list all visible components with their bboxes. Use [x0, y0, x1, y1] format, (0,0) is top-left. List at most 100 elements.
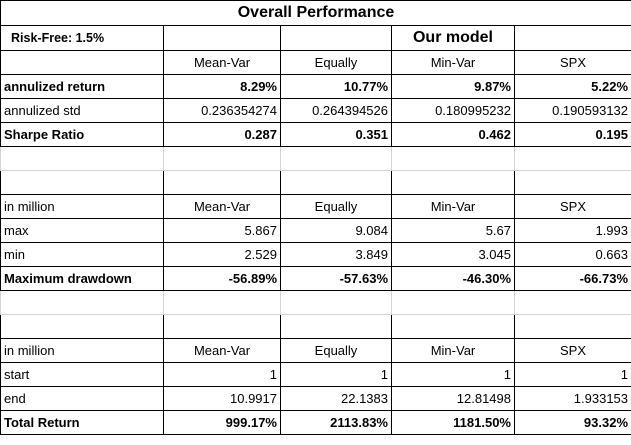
value-cell[interactable]: 9.084 — [280, 218, 392, 243]
value-cell[interactable]: 8.29% — [163, 74, 281, 99]
column-header-spx[interactable]: SPX — [513, 338, 631, 363]
value-cell[interactable]: 1 — [513, 362, 631, 387]
row-label[interactable]: max — [0, 218, 164, 243]
table-row: Maximum drawdown -56.89% -57.63% -46.30%… — [0, 266, 631, 291]
value-cell[interactable]: 22.1383 — [280, 386, 392, 411]
value-cell[interactable]: 1 — [163, 362, 281, 387]
value-cell[interactable]: 12.81498 — [391, 386, 515, 411]
row-label[interactable]: min — [0, 242, 164, 267]
value-cell[interactable]: 3.849 — [280, 242, 392, 267]
value-cell[interactable]: 93.32% — [513, 410, 631, 435]
value-cell[interactable]: 1.993 — [513, 218, 631, 243]
empty-cell[interactable] — [280, 314, 392, 339]
row-label[interactable]: start — [0, 362, 164, 387]
empty-cell[interactable] — [163, 290, 281, 315]
value-cell[interactable]: 2113.83% — [280, 410, 392, 435]
table-row: min 2.529 3.849 3.045 0.663 — [0, 242, 631, 267]
row-label[interactable]: Total Return — [0, 410, 164, 435]
table-row: Total Return 999.17% 2113.83% 1181.50% 9… — [0, 410, 631, 435]
value-cell[interactable]: 2.529 — [163, 242, 281, 267]
row-label[interactable]: end — [0, 386, 164, 411]
unit-label[interactable]: in million — [0, 338, 164, 363]
empty-cell[interactable] — [163, 314, 281, 339]
value-cell[interactable]: -66.73% — [513, 266, 631, 291]
column-header-spx[interactable]: SPX — [513, 50, 631, 75]
value-cell[interactable]: 10.77% — [280, 74, 392, 99]
empty-cell[interactable] — [391, 146, 515, 171]
blank-row — [0, 314, 631, 339]
value-cell[interactable]: 3.045 — [391, 242, 515, 267]
row-label[interactable]: Sharpe Ratio — [0, 122, 164, 147]
column-header-equally[interactable]: Equally — [280, 338, 392, 363]
value-cell[interactable]: 0.287 — [163, 122, 281, 147]
value-cell[interactable]: 1.933153 — [513, 386, 631, 411]
table-row: start 1 1 1 1 — [0, 362, 631, 387]
row-label[interactable]: annulized return — [0, 74, 164, 99]
value-cell[interactable]: 0.663 — [513, 242, 631, 267]
value-cell[interactable]: 1 — [391, 362, 515, 387]
column-header-equally[interactable]: Equally — [280, 194, 392, 219]
empty-cell[interactable] — [280, 170, 392, 195]
empty-cell[interactable] — [513, 290, 631, 315]
value-cell[interactable]: 0.195 — [513, 122, 631, 147]
risk-free-cell[interactable]: Risk-Free: 1.5% — [0, 25, 164, 51]
table-row: end 10.9917 22.1383 12.81498 1.933153 — [0, 386, 631, 411]
blank-row — [0, 290, 631, 315]
value-cell[interactable]: 0.236354274 — [163, 98, 281, 123]
empty-cell[interactable] — [513, 170, 631, 195]
value-cell[interactable]: 0.264394526 — [280, 98, 392, 123]
column-header-mean-var[interactable]: Mean-Var — [163, 338, 281, 363]
value-cell[interactable]: 9.87% — [391, 74, 515, 99]
value-cell[interactable]: 5.67 — [391, 218, 515, 243]
column-header-row: Mean-Var Equally Min-Var SPX — [0, 50, 631, 75]
empty-cell[interactable] — [0, 146, 164, 171]
value-cell[interactable]: 10.9917 — [163, 386, 281, 411]
value-cell[interactable]: -57.63% — [280, 266, 392, 291]
row-label[interactable]: Maximum drawdown — [0, 266, 164, 291]
our-model-cell[interactable]: Our model — [391, 25, 515, 51]
subtitle-row: Risk-Free: 1.5% Our model — [0, 25, 631, 51]
empty-cell[interactable] — [513, 314, 631, 339]
value-cell[interactable]: -46.30% — [391, 266, 515, 291]
value-cell[interactable]: 0.462 — [391, 122, 515, 147]
column-header-mean-var[interactable]: Mean-Var — [163, 50, 281, 75]
value-cell[interactable]: 1 — [280, 362, 392, 387]
column-header-min-var[interactable]: Min-Var — [391, 50, 515, 75]
empty-cell[interactable] — [391, 314, 515, 339]
value-cell[interactable]: 5.867 — [163, 218, 281, 243]
table-row: annulized return 8.29% 10.77% 9.87% 5.22… — [0, 74, 631, 99]
empty-cell[interactable] — [0, 314, 164, 339]
value-cell[interactable]: 5.22% — [513, 74, 631, 99]
column-header-mean-var[interactable]: Mean-Var — [163, 194, 281, 219]
row-label[interactable]: annulized std — [0, 98, 164, 123]
empty-cell[interactable] — [280, 25, 392, 51]
empty-cell[interactable] — [0, 50, 164, 75]
column-header-min-var[interactable]: Min-Var — [391, 194, 515, 219]
value-cell[interactable]: 999.17% — [163, 410, 281, 435]
empty-cell[interactable] — [0, 170, 164, 195]
sheet-title[interactable]: Overall Performance — [0, 0, 631, 26]
value-cell[interactable]: 0.351 — [280, 122, 392, 147]
empty-cell[interactable] — [280, 146, 392, 171]
value-cell[interactable]: 0.190593132 — [513, 98, 631, 123]
empty-cell[interactable] — [391, 290, 515, 315]
empty-cell[interactable] — [163, 25, 281, 51]
value-cell[interactable]: -56.89% — [163, 266, 281, 291]
empty-cell[interactable] — [391, 170, 515, 195]
empty-cell[interactable] — [513, 146, 631, 171]
value-cell[interactable]: 1181.50% — [391, 410, 515, 435]
empty-cell[interactable] — [163, 170, 281, 195]
table-row: annulized std 0.236354274 0.264394526 0.… — [0, 98, 631, 123]
empty-cell[interactable] — [280, 290, 392, 315]
empty-cell[interactable] — [0, 290, 164, 315]
empty-cell[interactable] — [513, 25, 631, 51]
column-header-min-var[interactable]: Min-Var — [391, 338, 515, 363]
column-header-spx[interactable]: SPX — [513, 194, 631, 219]
column-header-equally[interactable]: Equally — [280, 50, 392, 75]
unit-label[interactable]: in million — [0, 194, 164, 219]
title-row: Overall Performance — [0, 0, 631, 26]
performance-table: Overall Performance Risk-Free: 1.5% Our … — [0, 0, 631, 435]
value-cell[interactable]: 0.180995232 — [391, 98, 515, 123]
empty-cell[interactable] — [163, 146, 281, 171]
